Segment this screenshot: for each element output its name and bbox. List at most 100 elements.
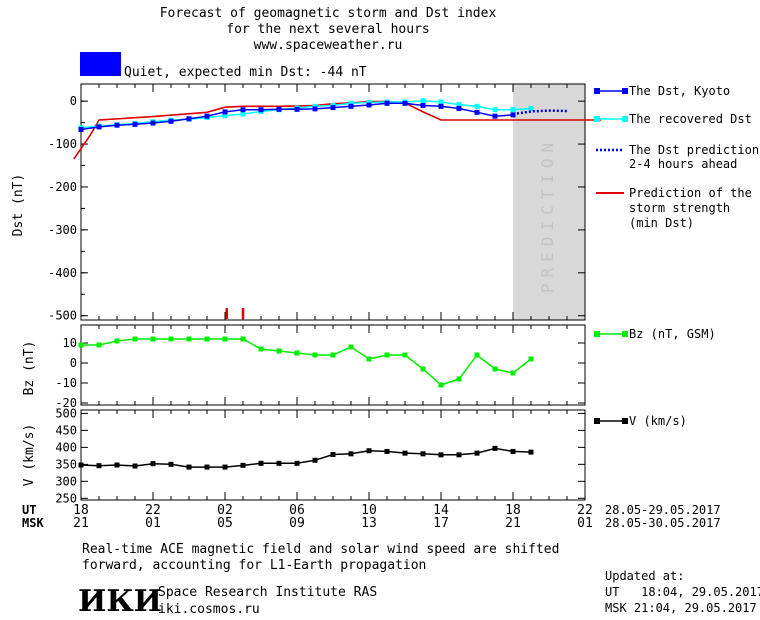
series-the-dst-kyoto-point <box>420 102 426 108</box>
series-the-dst-kyoto-point <box>330 105 336 111</box>
series-v-km-s-point <box>384 448 390 454</box>
series-the-dst-kyoto-point <box>384 100 390 106</box>
series-bz-nt-gsm-point <box>348 344 354 350</box>
legend-storm-label-2: storm strength <box>629 201 730 215</box>
series-the-recovered-dst-point <box>420 98 426 104</box>
legend-prediction-label-2: 2-4 hours ahead <box>629 157 737 171</box>
series-bz-nt-gsm-point <box>132 336 138 342</box>
y-tick-label: 0 <box>70 356 77 370</box>
y-tick-label: 500 <box>55 406 77 420</box>
ut-tick-label: 14 <box>433 503 449 518</box>
legend-prediction-label-1: The Dst prediction <box>629 143 759 157</box>
series-the-dst-kyoto-point <box>366 102 372 108</box>
series-the-dst-kyoto-point <box>276 106 282 112</box>
series-v-km-s-point <box>456 452 462 458</box>
series-bz-nt-gsm-point <box>276 348 282 354</box>
series-bz-nt-gsm-point <box>78 342 84 348</box>
y-tick-label: 250 <box>55 491 77 505</box>
series-the-dst-kyoto-point <box>240 107 246 113</box>
series-bz-nt-gsm-point <box>474 352 480 358</box>
series-bz-nt-gsm-point <box>204 336 210 342</box>
ut-tick-label: 10 <box>361 503 377 518</box>
updated-ut: UT 18:04, 29.05.2017 <box>605 585 760 599</box>
series-bz-nt-gsm-point <box>438 382 444 388</box>
series-the-recovered-dst-point <box>312 103 318 109</box>
institute-website: iki.cosmos.ru <box>158 602 260 617</box>
status-text: Quiet, expected min Dst: -44 nT <box>124 65 367 80</box>
series-the-recovered-dst-point <box>510 107 516 113</box>
ut-date-range: 28.05-29.05.2017 <box>605 503 721 517</box>
series-the-dst-kyoto-point <box>78 126 84 132</box>
series-v-km-s-point <box>240 462 246 468</box>
series-the-dst-kyoto-point <box>456 105 462 111</box>
dst-axis-title: Dst (nT) <box>11 174 26 237</box>
y-tick-label: -400 <box>48 266 77 280</box>
series-the-recovered-dst-point <box>528 105 534 111</box>
series-the-dst-kyoto-point <box>204 113 210 119</box>
series-bz-nt-gsm-point <box>366 356 372 362</box>
series-the-dst-kyoto-point <box>222 109 228 115</box>
legend: The Dst, Kyoto The recovered Dst The Dst… <box>594 84 759 428</box>
series-the-dst-kyoto-point <box>348 103 354 109</box>
y-tick-label: 0 <box>70 94 77 108</box>
bz-panel-frame <box>80 324 586 406</box>
series-the-recovered-dst-point <box>348 100 354 106</box>
status-color-box <box>80 52 121 76</box>
series-bz-nt-gsm-line <box>81 338 532 386</box>
prediction-band <box>513 84 585 320</box>
bz-panel: 10 0 -10 -20 <box>55 324 586 410</box>
series-the-dst-kyoto-point <box>510 112 516 118</box>
legend-recovered: The recovered Dst <box>594 112 752 126</box>
legend-v: V (km/s) <box>594 414 687 428</box>
iki-logo: ИКИ <box>78 584 162 619</box>
series-bz-nt-gsm-point <box>222 336 228 342</box>
series-v-km-s-point <box>402 450 408 456</box>
series-the-recovered-dst-point <box>492 107 498 113</box>
msk-tick-label: 05 <box>217 516 233 531</box>
series-v-km-s-point <box>222 464 228 470</box>
institute-name: Space Research Institute RAS <box>158 585 377 600</box>
legend-bz-label: Bz (nT, GSM) <box>629 327 716 341</box>
series-the-recovered-dst-point <box>240 111 246 117</box>
msk-tick-label: 13 <box>361 516 377 531</box>
series-v-km-s-point <box>258 460 264 466</box>
series-the-dst-kyoto-point <box>402 100 408 106</box>
msk-label: MSK <box>22 516 44 530</box>
y-tick-label: -300 <box>48 223 77 237</box>
msk-tick-label: 01 <box>577 516 593 531</box>
series-bz-nt-gsm-point <box>492 366 498 372</box>
series-v-km-s-point <box>114 462 120 468</box>
legend-bz: Bz (nT, GSM) <box>594 327 716 341</box>
series-v-km-s-point <box>474 450 480 456</box>
ut-tick-label: 06 <box>289 503 305 518</box>
msk-tick-label: 21 <box>73 516 89 531</box>
series-the-recovered-dst-point <box>438 99 444 105</box>
y-tick-label: 400 <box>55 440 77 454</box>
bz-axis-title: Bz (nT) <box>22 341 37 396</box>
series-v-km-s-point <box>528 449 534 455</box>
v-panel: 500 450 400 350 300 250 <box>55 406 586 505</box>
ut-label: UT <box>22 503 36 517</box>
series-the-recovered-dst-point <box>474 103 480 109</box>
series-bz-nt-gsm-point <box>384 352 390 358</box>
ut-tick-label: 18 <box>73 503 89 518</box>
series-bz-nt-gsm-point <box>528 356 534 362</box>
series-bz-nt-gsm-point <box>456 376 462 382</box>
y-tick-label: 300 <box>55 474 77 488</box>
title-line-3: www.spaceweather.ru <box>254 38 403 53</box>
series-v-km-s-point <box>348 451 354 457</box>
series-the-dst-kyoto-point <box>168 118 174 124</box>
msk-tick-label: 09 <box>289 516 305 531</box>
time-axis: UT MSK 28.05-29.05.2017 28.05-30.05.2017… <box>22 503 721 531</box>
footer-note-1: Real-time ACE magnetic field and solar w… <box>82 542 559 557</box>
series-the-dst-kyoto-point <box>438 103 444 109</box>
y-tick-label: -10 <box>55 376 77 390</box>
series-v-km-s-point <box>186 464 192 470</box>
series-the-recovered-dst-point <box>366 99 372 105</box>
series-the-dst-kyoto-point <box>312 106 318 112</box>
series-v-km-s-point <box>276 460 282 466</box>
legend-dst-kyoto: The Dst, Kyoto <box>594 84 730 98</box>
legend-storm-label-1: Prediction of the <box>629 186 752 200</box>
series-bz-nt-gsm-point <box>114 338 120 344</box>
series-bz-nt-gsm-point <box>168 336 174 342</box>
